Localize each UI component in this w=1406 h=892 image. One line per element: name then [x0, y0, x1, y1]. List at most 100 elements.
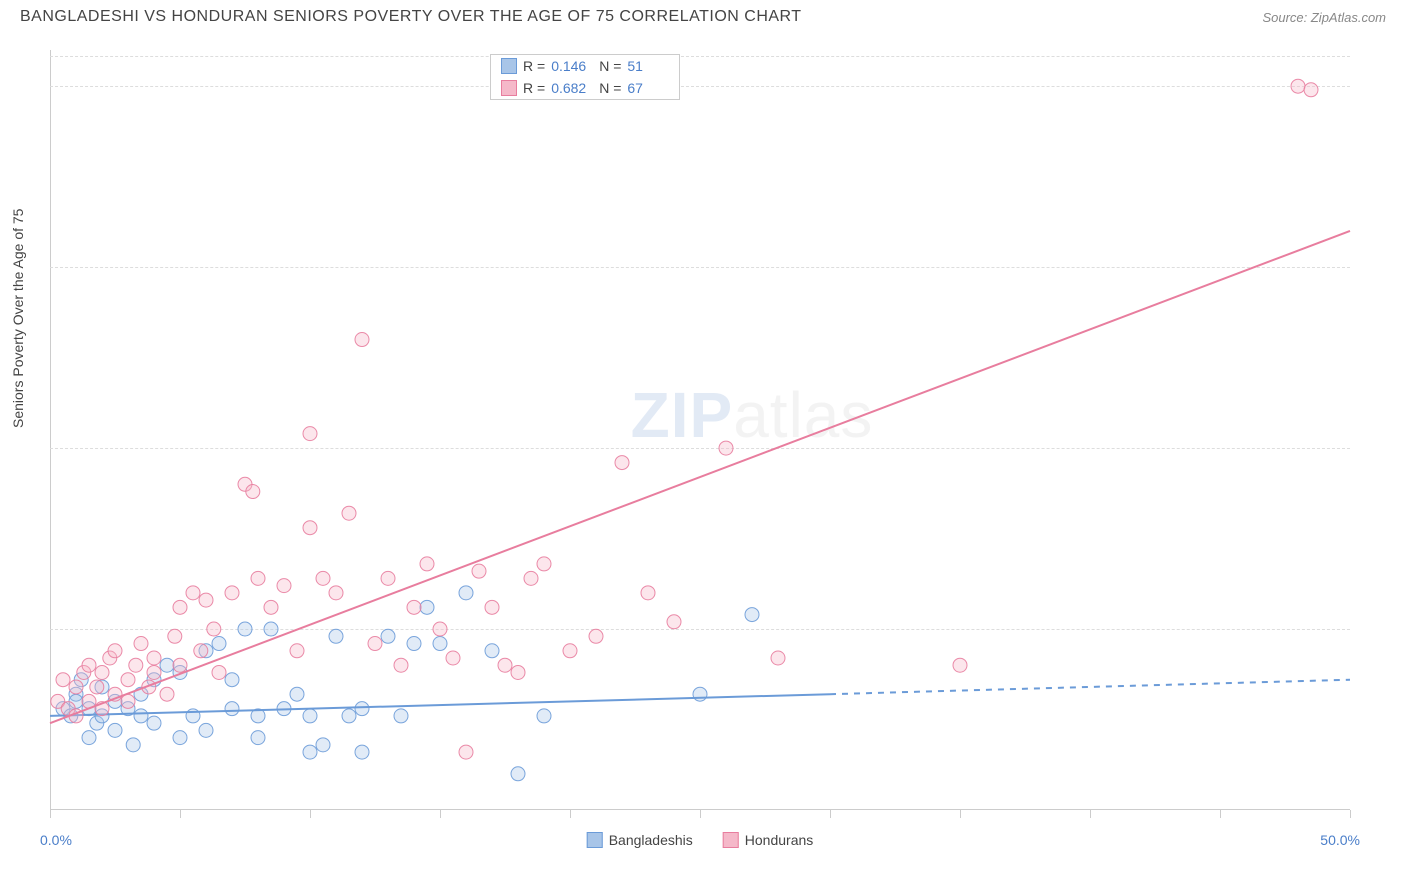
- y-axis-label: Seniors Poverty Over the Age of 75: [10, 209, 26, 428]
- x-tick: [1350, 810, 1351, 818]
- x-tick: [570, 810, 571, 818]
- legend-label-0: Bangladeshis: [609, 832, 693, 848]
- scatter-marker: [433, 637, 447, 651]
- chart-header: BANGLADESHI VS HONDURAN SENIORS POVERTY …: [0, 0, 1406, 30]
- chart-title: BANGLADESHI VS HONDURAN SENIORS POVERTY …: [20, 8, 802, 26]
- scatter-marker: [194, 644, 208, 658]
- source-label: Source: ZipAtlas.com: [1262, 10, 1386, 25]
- scatter-marker: [342, 506, 356, 520]
- scatter-marker: [420, 600, 434, 614]
- scatter-marker: [446, 651, 460, 665]
- scatter-marker: [246, 485, 260, 499]
- scatter-marker: [225, 586, 239, 600]
- x-tick: [1090, 810, 1091, 818]
- scatter-marker: [667, 615, 681, 629]
- scatter-marker: [251, 571, 265, 585]
- scatter-marker: [1291, 79, 1305, 93]
- scatter-marker: [207, 622, 221, 636]
- scatter-marker: [381, 629, 395, 643]
- scatter-marker: [134, 709, 148, 723]
- scatter-marker: [485, 644, 499, 658]
- stats-r-label-0: R =: [523, 58, 545, 74]
- plot-svg: [50, 50, 1350, 810]
- scatter-marker: [485, 600, 499, 614]
- scatter-marker: [212, 637, 226, 651]
- scatter-marker: [342, 709, 356, 723]
- stats-n-value-0: 51: [627, 58, 669, 74]
- scatter-marker: [329, 629, 343, 643]
- scatter-marker: [316, 738, 330, 752]
- legend-swatch-1: [723, 832, 739, 848]
- scatter-marker: [126, 738, 140, 752]
- scatter-marker: [238, 622, 252, 636]
- scatter-marker: [82, 658, 96, 672]
- scatter-marker: [225, 702, 239, 716]
- scatter-marker: [290, 644, 304, 658]
- scatter-marker: [719, 441, 733, 455]
- stats-row-0: R = 0.146 N = 51: [491, 55, 679, 77]
- scatter-marker: [355, 702, 369, 716]
- scatter-marker: [537, 557, 551, 571]
- legend-item-0: Bangladeshis: [587, 832, 693, 848]
- scatter-marker: [563, 644, 577, 658]
- scatter-marker: [173, 600, 187, 614]
- scatter-marker: [394, 658, 408, 672]
- x-tick: [960, 810, 961, 818]
- scatter-marker: [303, 745, 317, 759]
- stats-n-label-0: N =: [599, 58, 621, 74]
- scatter-marker: [277, 579, 291, 593]
- scatter-marker: [407, 637, 421, 651]
- scatter-marker: [108, 723, 122, 737]
- scatter-marker: [524, 571, 538, 585]
- stats-swatch-1: [501, 80, 517, 96]
- scatter-marker: [264, 600, 278, 614]
- scatter-marker: [134, 637, 148, 651]
- scatter-marker: [108, 644, 122, 658]
- scatter-marker: [264, 622, 278, 636]
- scatter-marker: [537, 709, 551, 723]
- scatter-marker: [511, 767, 525, 781]
- scatter-marker: [511, 665, 525, 679]
- x-tick: [180, 810, 181, 818]
- x-tick: [830, 810, 831, 818]
- x-tick: [440, 810, 441, 818]
- scatter-marker: [459, 745, 473, 759]
- scatter-marker: [368, 637, 382, 651]
- stats-r-value-1: 0.682: [551, 80, 593, 96]
- stats-r-label-1: R =: [523, 80, 545, 96]
- scatter-marker: [82, 731, 96, 745]
- scatter-marker: [186, 586, 200, 600]
- trend-line-extension: [830, 680, 1350, 694]
- scatter-marker: [641, 586, 655, 600]
- stats-r-value-0: 0.146: [551, 58, 593, 74]
- scatter-marker: [420, 557, 434, 571]
- scatter-marker: [160, 687, 174, 701]
- scatter-marker: [56, 673, 70, 687]
- scatter-marker: [1304, 83, 1318, 97]
- scatter-marker: [316, 571, 330, 585]
- scatter-marker: [199, 593, 213, 607]
- scatter-marker: [290, 687, 304, 701]
- x-tick: [1220, 810, 1221, 818]
- scatter-marker: [147, 651, 161, 665]
- scatter-marker: [303, 521, 317, 535]
- scatter-marker: [771, 651, 785, 665]
- scatter-marker: [953, 658, 967, 672]
- scatter-marker: [498, 658, 512, 672]
- scatter-marker: [147, 665, 161, 679]
- scatter-marker: [693, 687, 707, 701]
- scatter-marker: [472, 564, 486, 578]
- scatter-marker: [329, 586, 343, 600]
- scatter-marker: [69, 680, 83, 694]
- scatter-marker: [121, 673, 135, 687]
- scatter-marker: [303, 427, 317, 441]
- legend-item-1: Hondurans: [723, 832, 814, 848]
- scatter-marker: [160, 658, 174, 672]
- x-tick: [700, 810, 701, 818]
- scatter-marker: [95, 665, 109, 679]
- scatter-marker: [745, 608, 759, 622]
- scatter-marker: [381, 571, 395, 585]
- scatter-marker: [251, 731, 265, 745]
- scatter-marker: [225, 673, 239, 687]
- x-tick-label-min: 0.0%: [40, 832, 72, 848]
